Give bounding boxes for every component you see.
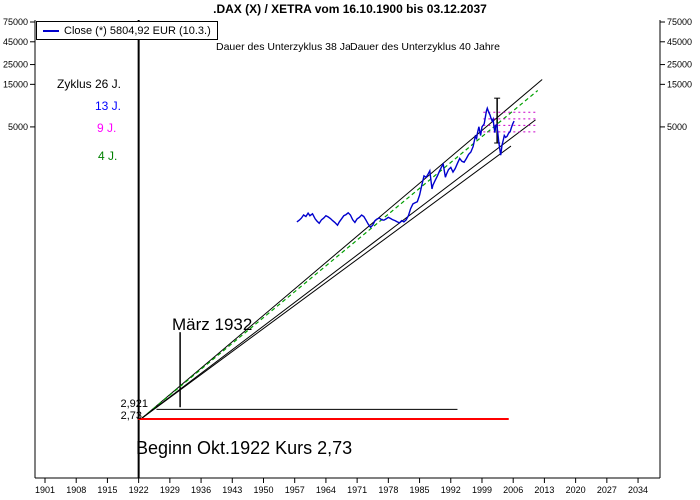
y-tick-label: 15000	[667, 79, 692, 89]
y-tick-label: 75000	[3, 17, 28, 27]
cycle-4-label: 4 J.	[98, 149, 118, 163]
y-tick-label: 5000	[667, 122, 687, 132]
price-line	[296, 105, 515, 229]
x-tick-label: 1915	[97, 485, 117, 495]
subcycle-40-label: Dauer des Unterzyklus 40 Jahre	[350, 41, 500, 53]
x-tick-label: 1929	[160, 485, 180, 495]
x-tick-label: 1964	[316, 485, 336, 495]
cycle-26-label: Zyklus 26 J.	[57, 77, 122, 91]
x-tick-label: 1985	[410, 485, 430, 495]
subcycle-38-label: Dauer des Unterzyklus 38 Jahre	[216, 41, 366, 53]
x-tick-label: 1957	[285, 485, 305, 495]
mid-channel-line	[141, 119, 536, 419]
x-tick-label: 1936	[191, 485, 211, 495]
chart-title: .DAX (X) / XETRA vom 16.10.1900 bis 03.1…	[213, 2, 487, 16]
lower-channel-line	[141, 145, 512, 419]
x-tick-label: 2020	[566, 485, 586, 495]
close-series-line-sample	[43, 29, 59, 32]
y-tick-label: 25000	[667, 60, 692, 70]
level-273-label: 2,73	[120, 410, 142, 422]
x-tick-label: 2006	[503, 485, 523, 495]
y-tick-label: 45000	[3, 37, 28, 47]
y-tick-label: 45000	[667, 37, 692, 47]
x-tick-label: 1978	[378, 485, 398, 495]
y-tick-label: 25000	[3, 60, 28, 70]
cycle-9-label: 9 J.	[97, 121, 117, 135]
y-tick-label: 5000	[8, 122, 28, 132]
x-tick-label: 2034	[628, 485, 648, 495]
x-tick-label: 1950	[253, 485, 273, 495]
x-tick-label: 2027	[597, 485, 617, 495]
cycle-begin-label: Beginn Okt.1922 Kurs 2,73	[136, 438, 353, 458]
x-tick-label: 1999	[472, 485, 492, 495]
maerz-1932-label: März 1932	[172, 315, 253, 334]
x-tick-label: 1922	[129, 485, 149, 495]
y-tick-label: 15000	[3, 79, 28, 89]
x-tick-label: 2013	[534, 485, 554, 495]
y-tick-label: 75000	[667, 17, 692, 27]
x-tick-label: 1943	[222, 485, 242, 495]
upper-channel-line	[141, 79, 543, 419]
cycle-13-label: 13 J.	[95, 99, 122, 113]
x-tick-label: 1971	[347, 485, 367, 495]
x-tick-label: 1901	[35, 485, 55, 495]
legend[interactable]: Close (*) 5804,92 EUR (10.3.)	[36, 21, 218, 40]
legend-label: Close (*) 5804,92 EUR (10.3.)	[64, 24, 211, 37]
x-tick-label: 1992	[441, 485, 461, 495]
level-2921-label: 2,921	[120, 398, 148, 410]
cycle-center-line	[141, 90, 539, 419]
x-tick-label: 1908	[66, 485, 86, 495]
